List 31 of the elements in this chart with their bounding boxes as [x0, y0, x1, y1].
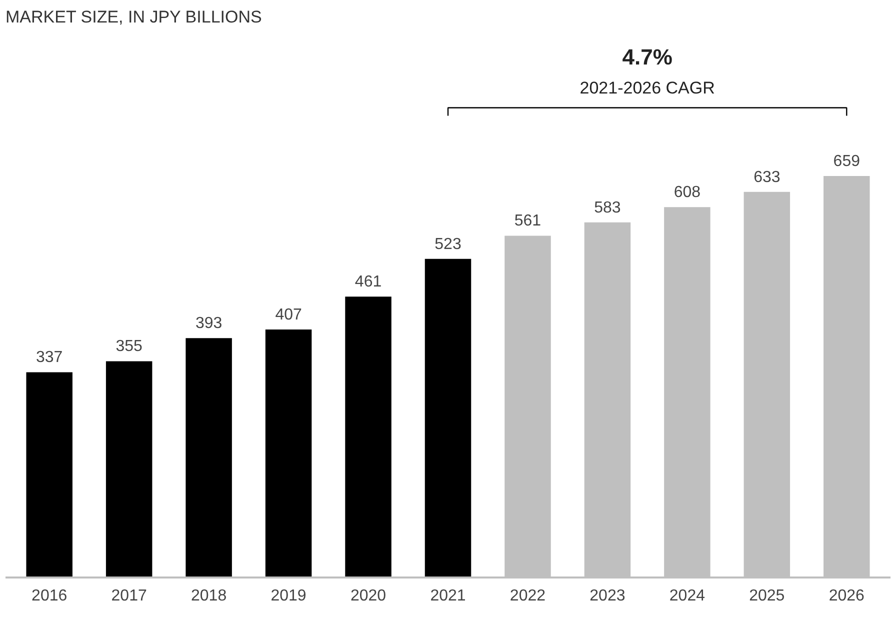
x-tick-label: 2018: [191, 588, 227, 604]
data-label: 583: [594, 199, 621, 216]
data-label: 659: [833, 152, 860, 170]
x-tick-label: 2025: [749, 588, 785, 604]
data-label: 461: [354, 274, 382, 291]
bar: [106, 361, 152, 578]
data-label: 337: [36, 349, 63, 366]
x-tick-label: 2026: [828, 588, 865, 604]
data-label: 608: [674, 184, 701, 202]
data-label: 407: [275, 306, 302, 324]
text: 2021-2026 CAGR: [580, 78, 715, 98]
x-tick-label: 2022: [510, 588, 546, 604]
bar: [265, 330, 312, 578]
bar: [186, 338, 232, 578]
x-tick-label: 2020: [350, 588, 386, 604]
x-tick-label: 2019: [270, 588, 306, 604]
bar: [345, 296, 392, 578]
data-label: 393: [195, 315, 222, 332]
bar: [26, 372, 72, 578]
x-tick-label: 2023: [590, 588, 626, 604]
x-tick-label: 2017: [111, 588, 147, 604]
bar: [424, 258, 472, 578]
data-label: 523: [434, 236, 462, 253]
data-label: 633: [754, 168, 780, 186]
data-label: 355: [116, 338, 143, 356]
x-tick-label: 2021: [430, 588, 466, 604]
x-tick-label: 2016: [32, 588, 68, 604]
data-label: 561: [514, 212, 542, 230]
text: 4.7%: [622, 44, 672, 70]
x-tick-label: 2024: [669, 588, 706, 604]
chart-title: MARKET SIZE, IN JPY BILLIONS: [6, 8, 262, 26]
